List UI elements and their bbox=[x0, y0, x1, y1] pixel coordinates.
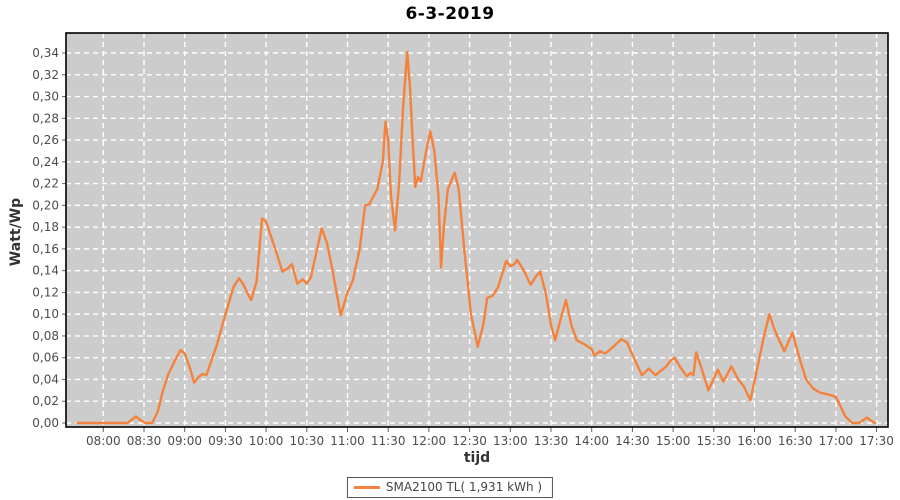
y-tick-label: 0,28 bbox=[32, 111, 59, 125]
x-tick-label: 16:00 bbox=[737, 434, 772, 448]
y-tick-label: 0,16 bbox=[32, 242, 59, 256]
y-tick-label: 0,30 bbox=[32, 90, 59, 104]
y-tick-label: 0,12 bbox=[32, 285, 59, 299]
y-tick-label: 0,02 bbox=[32, 394, 59, 408]
y-tick-label: 0,34 bbox=[32, 46, 59, 60]
x-tick-label: 10:30 bbox=[290, 434, 325, 448]
y-tick-label: 0,24 bbox=[32, 155, 59, 169]
x-tick-label: 08:00 bbox=[86, 434, 121, 448]
x-tick-label: 15:30 bbox=[697, 434, 732, 448]
x-tick-label: 10:00 bbox=[249, 434, 284, 448]
y-tick-label: 0,00 bbox=[32, 416, 59, 430]
plot-background bbox=[66, 33, 888, 427]
x-tick-label: 11:30 bbox=[371, 434, 406, 448]
x-axis-label: tijd bbox=[463, 450, 491, 466]
legend: SMA2100 TL( 1,931 kWh ) bbox=[346, 477, 554, 498]
x-tick-label: 09:30 bbox=[208, 434, 243, 448]
y-tick-label: 0,22 bbox=[32, 177, 59, 191]
x-tick-label: 16:30 bbox=[778, 434, 813, 448]
y-axis-label: Watt/Wp bbox=[8, 197, 24, 267]
x-tick-label: 12:00 bbox=[412, 434, 447, 448]
y-tick-label: 0,14 bbox=[32, 264, 59, 278]
y-tick-label: 0,32 bbox=[32, 68, 59, 82]
series-line bbox=[76, 50, 877, 425]
x-tick-label: 12:30 bbox=[452, 434, 487, 448]
y-tick-label: 0,04 bbox=[32, 372, 59, 386]
x-tick-label: 17:30 bbox=[859, 434, 894, 448]
x-tick-label: 08:30 bbox=[127, 434, 162, 448]
y-tick-label: 0,10 bbox=[32, 307, 59, 321]
x-tick-label: 14:00 bbox=[574, 434, 609, 448]
x-tick-label: 13:30 bbox=[534, 434, 569, 448]
y-tick-label: 0,26 bbox=[32, 133, 59, 147]
x-tick-label: 09:00 bbox=[167, 434, 202, 448]
x-tick-label: 14:30 bbox=[615, 434, 650, 448]
x-tick-label: 17:00 bbox=[819, 434, 854, 448]
y-tick-label: 0,18 bbox=[32, 220, 59, 234]
legend-series-label: SMA2100 TL( 1,931 kWh ) bbox=[385, 480, 543, 494]
x-tick-label: 13:00 bbox=[493, 434, 528, 448]
y-tick-label: 0,20 bbox=[32, 198, 59, 212]
y-tick-label: 0,08 bbox=[32, 329, 59, 343]
plot-border bbox=[65, 32, 889, 428]
x-tick-label: 15:00 bbox=[656, 434, 691, 448]
x-tick-label: 11:00 bbox=[330, 434, 365, 448]
y-tick-label: 0,06 bbox=[32, 351, 59, 365]
chart-title: 6-3-2019 bbox=[405, 4, 495, 24]
legend-series-line-icon bbox=[353, 485, 380, 489]
